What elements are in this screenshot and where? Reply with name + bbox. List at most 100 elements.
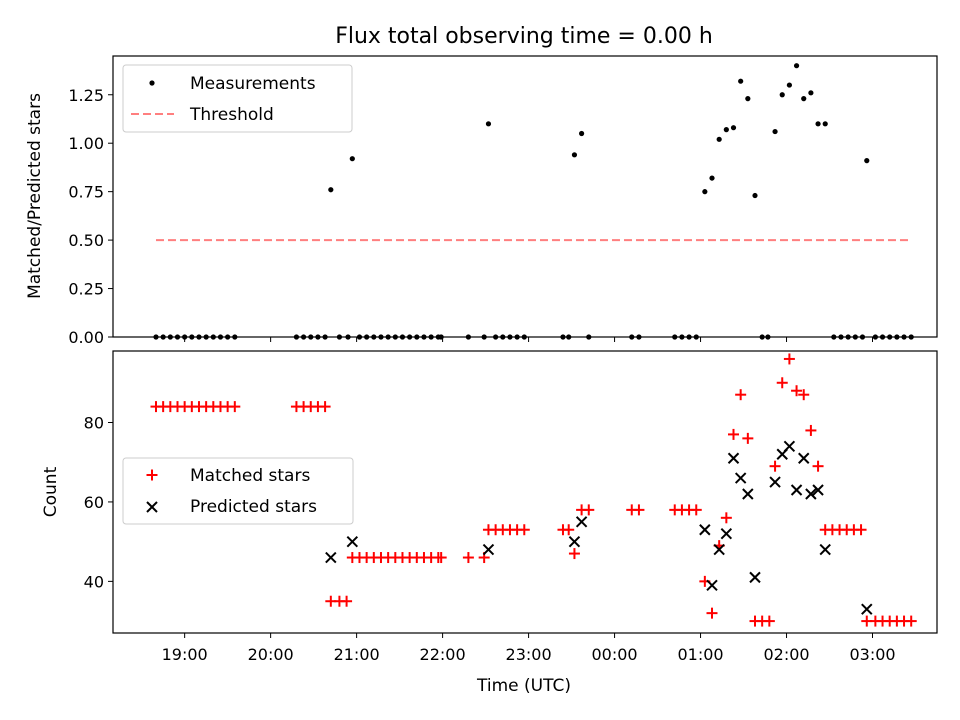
matched-star-point: [690, 504, 702, 516]
predicted-star-point: [720, 527, 733, 540]
x-axis-label: Time (UTC): [476, 676, 571, 696]
x-tick-label: 00:00: [592, 645, 638, 664]
predicted-star-point: [783, 440, 796, 453]
matched-star-point: [855, 524, 867, 536]
matched-star-point: [583, 504, 595, 516]
matched-star-point: [769, 460, 781, 472]
legend-measurements-label: Measurements: [190, 74, 316, 94]
matched-star-point: [563, 524, 575, 536]
matched-star-point: [798, 389, 810, 401]
matched-star-point: [435, 552, 447, 564]
matched-stars-points: [150, 353, 917, 627]
matched-star-point: [812, 460, 824, 472]
predicted-star-point: [861, 603, 873, 615]
predicted-star-point: [713, 543, 725, 556]
measurement-point: [328, 187, 334, 193]
measurement-point: [485, 121, 492, 127]
predicted-star-point: [812, 484, 824, 496]
x-axis-ticks: 19:00 20:00 21:00 22:00 23:00 00:00 01:00 02:00…: [162, 633, 896, 664]
measurement-point: [793, 63, 800, 69]
predicted-star-point: [699, 524, 711, 536]
matched-star-point: [229, 401, 241, 413]
measurement-point: [579, 130, 585, 137]
measurement-point: [752, 192, 758, 199]
top-y-tick-label: 0.00: [68, 328, 104, 347]
top-y-tick-label: 1.25: [68, 86, 104, 105]
measurement-point: [723, 127, 729, 133]
bottom-y-axis-label: Count: [41, 466, 61, 517]
measurement-point: [571, 152, 578, 158]
matched-star-point: [706, 607, 718, 619]
bottom-y-tick-label: 80: [84, 413, 104, 432]
matched-star-point: [319, 401, 331, 413]
measurement-point: [772, 128, 778, 135]
bottom-plot-frame: [112, 350, 938, 634]
legend-threshold-label: Threshold: [189, 105, 274, 125]
matched-star-point: [568, 548, 580, 560]
top-y-tick-label: 0.50: [68, 231, 104, 250]
x-tick-label: 23:00: [506, 645, 552, 664]
measurement-point: [730, 125, 737, 131]
predicted-star-point: [346, 535, 359, 548]
predicted-star-point: [798, 452, 810, 464]
x-tick-label: 21:00: [334, 645, 380, 664]
measurement-point: [815, 121, 821, 127]
x-tick-label: 19:00: [162, 645, 208, 664]
matched-star-point: [742, 432, 754, 444]
bottom-y-ticks: 40 60 80: [84, 413, 113, 591]
measurement-point: [745, 96, 751, 102]
matched-star-point: [720, 512, 732, 524]
measurement-point: [716, 136, 722, 142]
predicted-star-point: [568, 535, 581, 548]
predicted-star-point: [325, 551, 337, 564]
top-y-tick-label: 1.00: [68, 134, 104, 153]
top-x-ticks: [184, 337, 874, 342]
bottom-y-tick-label: 40: [84, 572, 104, 591]
x-tick-label: 22:00: [420, 645, 466, 664]
legend-matched-marker: [146, 469, 158, 481]
predicted-star-point: [819, 543, 831, 556]
predicted-star-point: [734, 472, 747, 484]
measurement-point: [738, 78, 744, 84]
predicted-star-point: [805, 488, 817, 500]
top-legend: Measurements Threshold: [122, 64, 353, 133]
top-y-axis-label: Matched/Predicted stars: [25, 93, 45, 299]
measurement-point: [808, 90, 814, 96]
matched-star-point: [341, 595, 353, 607]
top-y-tick-label: 0.75: [68, 183, 104, 202]
bottom-y-tick-label: 60: [84, 493, 104, 512]
top-plot-frame: [112, 55, 938, 338]
x-tick-label: 03:00: [849, 645, 895, 664]
measurement-point: [702, 189, 708, 195]
measurement-point: [864, 158, 870, 164]
measurement-point: [801, 96, 807, 102]
top-y-ticks: 0.00 0.25 0.50 0.75 1.00 1.25: [68, 86, 113, 347]
legend-predicted-marker: [146, 501, 158, 513]
predicted-star-point: [749, 571, 761, 584]
matched-star-point: [735, 389, 747, 401]
x-tick-label: 01:00: [677, 645, 723, 664]
matched-star-point: [462, 552, 474, 564]
matched-star-point: [905, 615, 917, 627]
bottom-panel: Count Time (UTC) 40 60 80 19:00 20:00 21:00 2…: [41, 350, 938, 696]
matched-star-point: [728, 428, 740, 440]
matched-star-point: [518, 524, 530, 536]
predicted-star-point: [482, 543, 495, 556]
legend-measurements-marker: [149, 80, 155, 86]
matched-star-point: [763, 615, 775, 627]
legend-predicted-label: Predicted stars: [190, 497, 317, 517]
matched-star-point: [633, 504, 645, 516]
predicted-star-point: [742, 488, 754, 500]
matched-star-point: [791, 385, 803, 397]
measurement-point: [786, 82, 792, 88]
x-tick-label: 20:00: [248, 645, 294, 664]
predicted-star-point: [575, 516, 588, 528]
predicted-star-point: [706, 579, 718, 592]
matched-star-point: [783, 353, 795, 365]
top-y-tick-label: 0.25: [68, 280, 104, 299]
x-tick-label: 02:00: [763, 645, 809, 664]
legend-matched-label: Matched stars: [190, 466, 310, 486]
predicted-star-point: [790, 484, 803, 496]
predicted-star-point: [727, 452, 740, 464]
